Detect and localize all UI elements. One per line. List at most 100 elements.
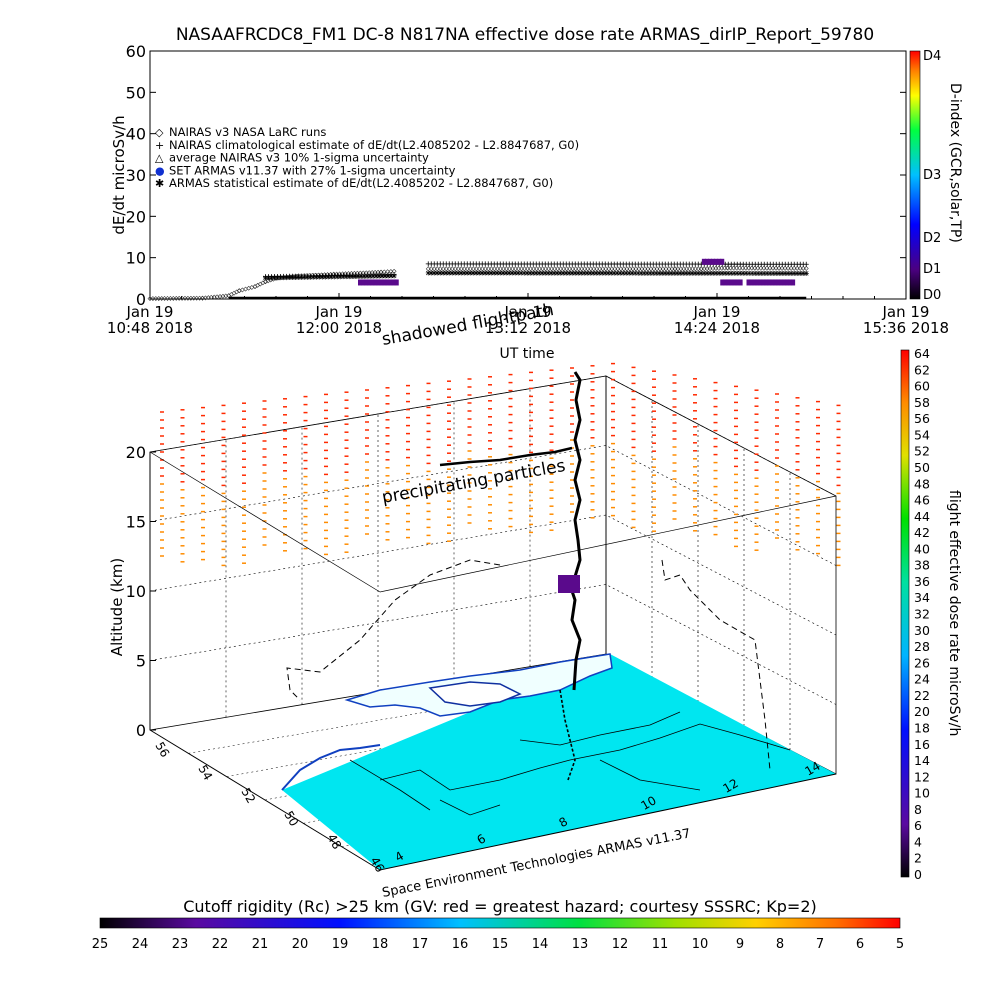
- armas-statistical-point: [425, 270, 431, 276]
- dose-rate-colorbar-fill: [900, 349, 910, 878]
- y-axis-ticks: 0 10 20 30 40 50 60: [126, 42, 906, 309]
- set-armas-point: [788, 279, 793, 286]
- armas-statistical-point: [797, 270, 803, 276]
- armas-statistical-point: [307, 274, 313, 280]
- armas-statistical-point: [557, 270, 563, 276]
- cutoff-rigidity-colorbar-fill: [99, 917, 901, 929]
- armas-statistical-point: [437, 270, 443, 276]
- nairas-run-point: [675, 266, 681, 272]
- dose-rate-tick: 18: [914, 720, 930, 735]
- armas-statistical-point: [349, 274, 355, 280]
- set-armas-point: [732, 279, 737, 286]
- legend-entry: SET ARMAS v11.37 with 27% 1-sigma uncert…: [169, 163, 456, 177]
- legend-symbol: △: [155, 152, 164, 165]
- armas-statistical-point: [740, 270, 746, 276]
- dose-rate-tick: 38: [914, 558, 930, 573]
- country-borders: [349, 711, 791, 816]
- d-index-ticks: D0 D1 D2 D3 D4: [923, 49, 941, 303]
- armas-statistical-point: [578, 270, 584, 276]
- nairas-run-point: [257, 281, 263, 287]
- nairas-run-point: [179, 295, 185, 301]
- dose-rate-tick: 58: [914, 395, 930, 410]
- dose-rate-tick: 6: [914, 818, 922, 833]
- armas-statistical-point: [274, 275, 280, 281]
- armas-statistical-point: [668, 270, 674, 276]
- nairas-run-point: [165, 296, 170, 301]
- armas-statistical-point: [716, 270, 722, 276]
- d-index-tick: D3: [923, 168, 941, 183]
- legend-symbol: ◇: [155, 126, 164, 139]
- armas-statistical-point: [614, 270, 620, 276]
- legend-entry: ARMAS statistical estimate of dE/dt(L2.4…: [169, 176, 553, 190]
- armas-statistical-point: [659, 270, 665, 276]
- precipitating-particles: [160, 362, 841, 567]
- set-armas-point: [364, 279, 369, 286]
- armas-statistical-point: [539, 270, 545, 276]
- legend-entry: NAIRAS v3 NASA LaRC runs: [169, 125, 326, 139]
- armas-statistical-point: [476, 270, 482, 276]
- cutoff-rigidity-ticks: 25 24 23 22 21 20 19 18 17 16 15 14 13 12 11 10 9 8 7 6 5: [92, 937, 904, 952]
- x-tick-date: Jan 19: [504, 303, 552, 321]
- dose-rate-tick: 48: [914, 476, 930, 491]
- armas-statistical-point: [298, 274, 304, 280]
- cutoff-rigidity-tick: 5: [896, 937, 904, 952]
- armas-statistical-point: [295, 274, 301, 280]
- nairas-run-point: [159, 296, 165, 301]
- armas-statistical-point: [382, 273, 388, 279]
- armas-statistical-point: [440, 270, 446, 276]
- altitude-tick-label: 20: [126, 443, 146, 462]
- dose-rate-tick: 4: [914, 834, 922, 849]
- dose-rate-tick: 56: [914, 411, 930, 426]
- nairas-run-point: [255, 282, 261, 288]
- map-floor: [282, 654, 836, 870]
- nairas-run-point: [162, 296, 168, 301]
- armas-statistical-point: [352, 273, 358, 279]
- cutoff-rigidity-tick: 10: [692, 937, 709, 952]
- y-tick-label: 20: [126, 207, 146, 226]
- armas-statistical-point: [632, 270, 638, 276]
- nairas-run-point: [692, 266, 698, 272]
- armas-statistical-point: [322, 274, 328, 280]
- armas-statistical-point: [641, 270, 647, 276]
- dose-rate-tick: 22: [914, 688, 930, 703]
- set-armas-point: [729, 279, 734, 286]
- armas-statistical-point: [518, 270, 524, 276]
- nairas-run-point: [185, 295, 191, 301]
- dose-rate-tick: 62: [914, 362, 930, 377]
- nairas-climatology-point: [803, 261, 809, 267]
- armas-statistical-point: [611, 270, 617, 276]
- nairas-run-point: [191, 295, 197, 301]
- armas-statistical-point: [680, 270, 686, 276]
- cutoff-rigidity-tick: 21: [252, 937, 269, 952]
- armas-statistical-point: [695, 270, 701, 276]
- set-armas-point: [782, 279, 787, 286]
- cutoff-rigidity-tick: 17: [412, 937, 429, 952]
- set-armas-point: [714, 258, 719, 265]
- altitude-gridline: [149, 375, 837, 497]
- altitude-gridline: [149, 445, 837, 566]
- cutoff-rigidity-tick: 25: [92, 937, 109, 952]
- armas-statistical-point: [488, 270, 494, 276]
- cutoff-rigidity-tick: 19: [332, 937, 349, 952]
- armas-statistical-point: [503, 270, 509, 276]
- set-armas-point: [704, 258, 709, 265]
- armas-statistical-point: [506, 270, 512, 276]
- latitude-tick-label: 48: [324, 832, 344, 852]
- armas-statistical-point: [686, 270, 692, 276]
- nairas-run-point: [228, 292, 234, 297]
- x-tick-time: 14:24 2018: [674, 319, 760, 337]
- armas-statistical-point: [455, 270, 461, 276]
- armas-statistical-point: [367, 273, 373, 279]
- set-armas-point: [764, 279, 769, 286]
- x-tick-time: 12:00 2018: [296, 319, 382, 337]
- chart-title: NASAAFRCDC8_FM1 DC-8 N817NA effective do…: [176, 25, 874, 45]
- armas-statistical-point: [629, 270, 635, 276]
- dose-rate-tick: 2: [914, 851, 922, 866]
- top-front-edge: [379, 495, 837, 593]
- set-armas-point: [723, 279, 728, 286]
- armas-statistical-point: [683, 270, 689, 276]
- nairas-run-point: [678, 266, 684, 272]
- dose-rate-label: flight effective dose rate microSv/h: [946, 490, 962, 736]
